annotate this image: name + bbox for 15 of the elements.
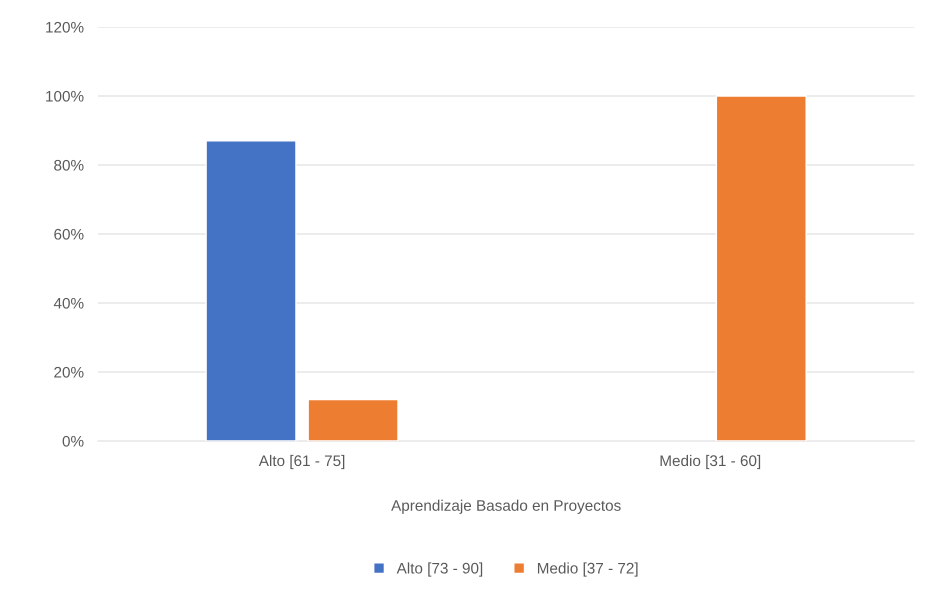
- y-tick-label: 60%: [54, 228, 84, 240]
- bar: [716, 95, 807, 441]
- y-tick-label: 40%: [54, 298, 84, 309]
- legend-label: Medio [37 - 72]: [538, 562, 638, 577]
- x-axis-title: Aprendizaje Basado en Proyectos: [391, 500, 621, 514]
- y-tick-label: 0%: [62, 436, 84, 447]
- bar: [307, 398, 399, 441]
- bar: [205, 140, 297, 441]
- y-tick-label: 80%: [54, 160, 84, 171]
- y-tick-label: 120%: [46, 22, 84, 33]
- x-tick-label: Alto [61 - 75]: [258, 454, 344, 470]
- legend-label: Alto [73 - 90]: [396, 562, 482, 577]
- y-tick-label: 100%: [46, 90, 84, 102]
- y-tick-label: 20%: [54, 366, 84, 378]
- x-tick-label: Medio [31 - 60]: [660, 454, 760, 470]
